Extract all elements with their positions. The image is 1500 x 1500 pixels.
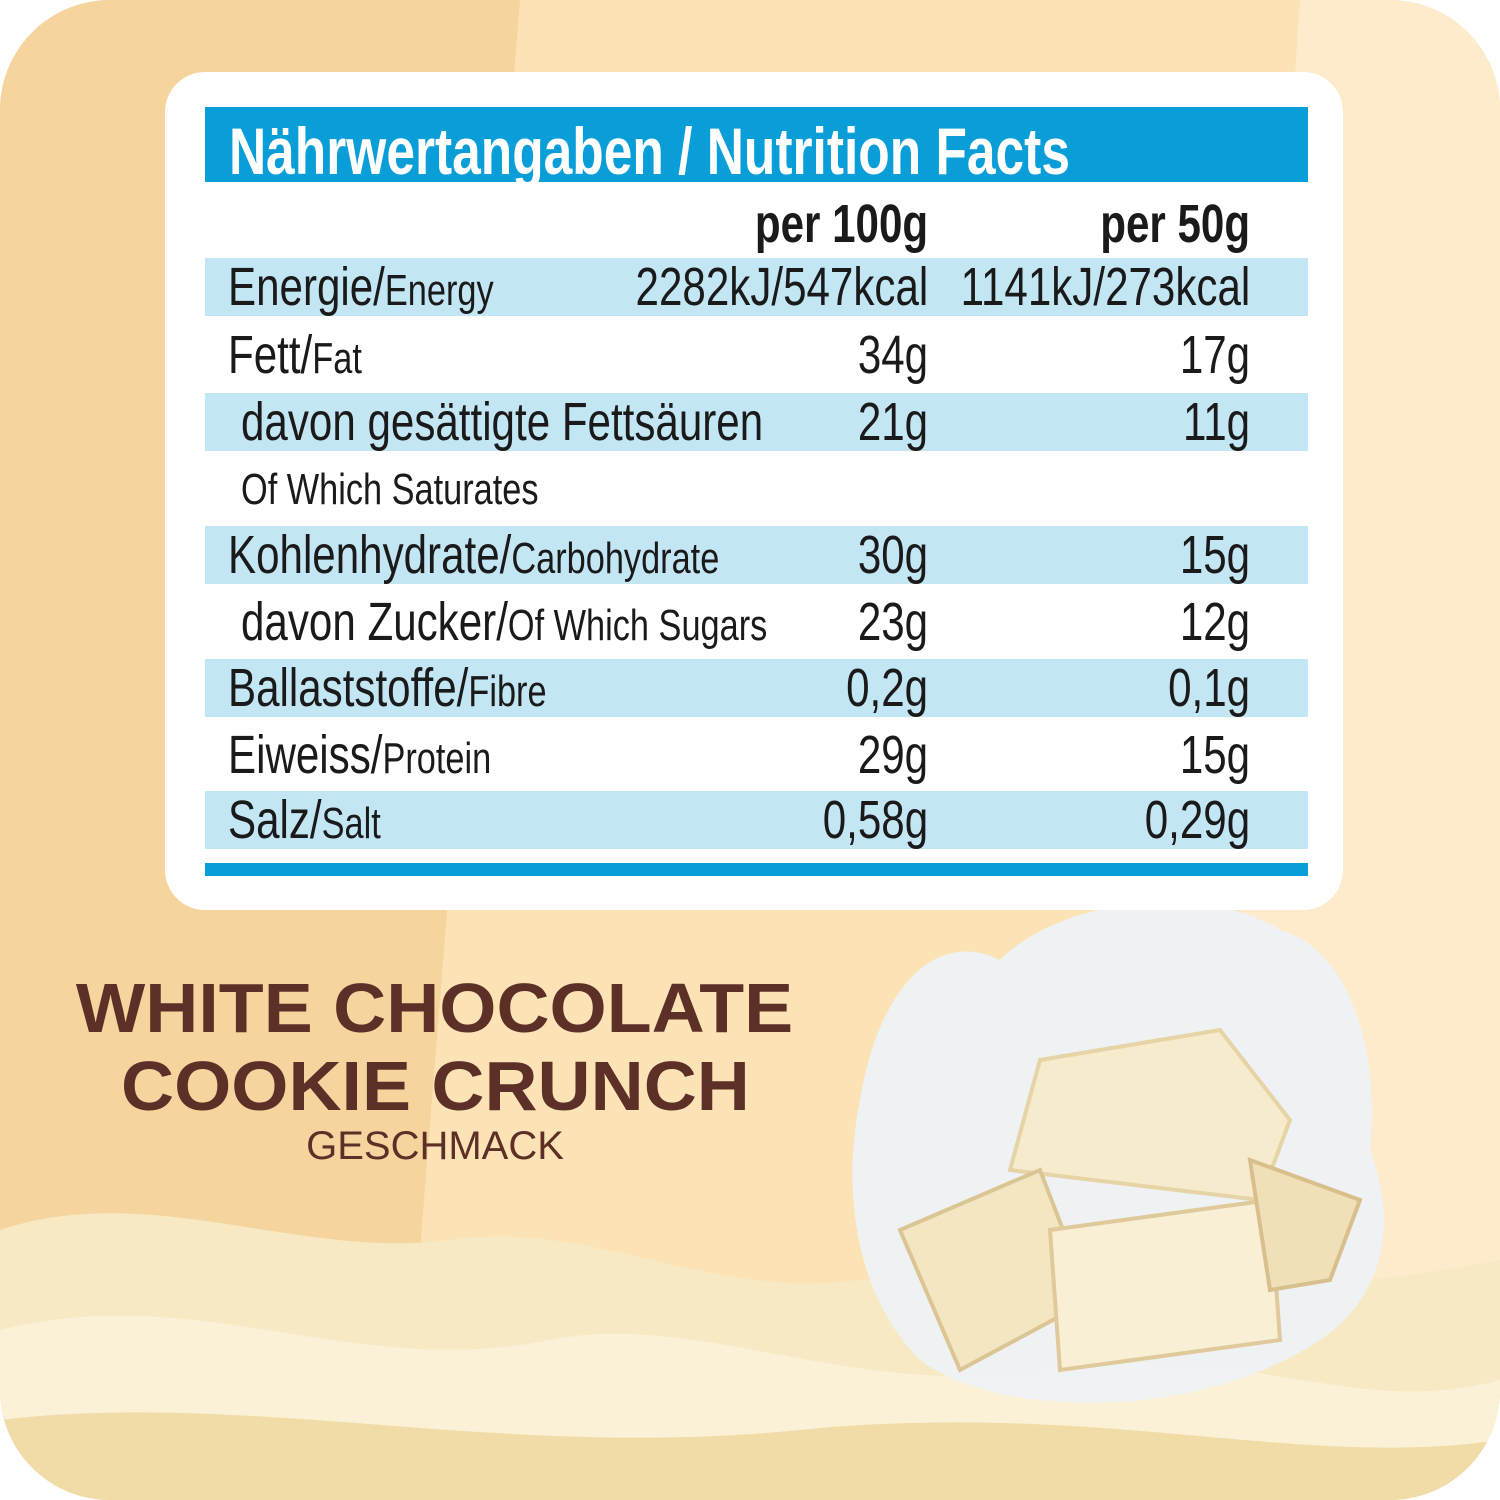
table-header-bar: Nährwertangaben / Nutrition Facts [205,107,1308,188]
row-label: Eiweiss/Protein [228,725,492,785]
value-per-100g: 21g [857,392,928,452]
row-label: davon Zucker/Of Which Sugars [241,592,768,652]
table-row: Salz/Salt 0,58g 0,29g [205,791,1308,849]
table-row: Eiweiss/Protein 29g 15g [205,726,1308,784]
product-subtitle: GESCHMACK [306,1124,564,1168]
value-per-100g: 34g [857,325,928,385]
value-per-100g: 0,58g [822,790,928,850]
value-per-50g: 15g [1179,525,1250,585]
chocolate-pieces [897,1027,1363,1373]
row-label: Fett/Fat [228,325,362,385]
table-row: Energie/Energy 2282kJ/547kcal 1141kJ/273… [205,258,1308,316]
table-footer-bar [205,863,1308,876]
product-name-line1: WHITE CHOCOLATE [76,969,794,1047]
value-per-50g: 0,1g [1168,658,1250,718]
table-row: Ballaststoffe/Fibre 0,2g 0,1g [205,659,1308,717]
value-per-100g: 29g [857,725,928,785]
value-per-50g: 17g [1179,325,1250,385]
value-per-100g: 23g [857,592,928,652]
row-label: davon gesättigte Fettsäuren [241,392,764,452]
row-label: Of Which Saturates [241,465,539,514]
value-per-50g: 11g [1182,392,1250,452]
product-name-line2: COOKIE CRUNCH [120,1047,750,1125]
table-row: Fett/Fat 34g 17g [205,326,1308,384]
value-per-50g: 15g [1179,725,1250,785]
table-row: davon gesättigte Fettsäuren 21g 11g [205,393,1308,451]
value-per-50g: 12g [1179,592,1250,652]
table-row: Kohlenhydrate/Carbohydrate 30g 15g [205,526,1308,584]
value-per-100g: 30g [857,525,928,585]
nutrition-card [165,72,1343,910]
row-label: Kohlenhydrate/Carbohydrate [228,525,720,585]
row-label: Energie/Energy [228,257,494,317]
value-per-100g: 2282kJ/547kcal [635,257,928,317]
row-label: Ballaststoffe/Fibre [228,658,547,718]
value-per-50g: 1141kJ/273kcal [960,257,1250,317]
value-per-100g: 0,2g [846,658,928,718]
table-title: Nährwertangaben / Nutrition Facts [229,114,1070,188]
value-per-50g: 0,29g [1144,790,1250,850]
column-header-per-50g: per 50g [1100,194,1250,254]
table-row: Of Which Saturates [205,461,1308,519]
table-row: davon Zucker/Of Which Sugars 23g 12g [205,593,1308,651]
column-header-per-100g: per 100g [754,194,928,254]
column-headers: per 100g per 50g [205,195,1308,253]
row-label: Salz/Salt [228,790,381,850]
